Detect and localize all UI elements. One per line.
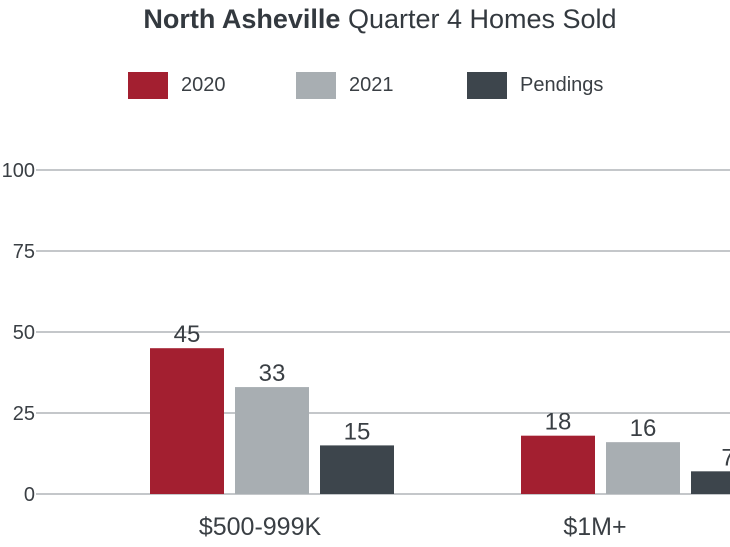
bar bbox=[691, 471, 730, 494]
legend: 2020 2021 Pendings bbox=[0, 72, 730, 100]
y-tick-label: 50 bbox=[13, 322, 35, 344]
data-label: 33 bbox=[259, 360, 286, 387]
data-label: 15 bbox=[344, 418, 371, 445]
legend-label-2020: 2020 bbox=[181, 74, 226, 96]
bar bbox=[235, 387, 309, 494]
legend-swatch-pendings bbox=[467, 72, 507, 99]
legend-item-pendings: Pendings bbox=[467, 72, 603, 99]
legend-label-pendings: Pendings bbox=[520, 74, 604, 96]
chart-title: North Asheville Quarter 4 Homes Sold bbox=[0, 4, 730, 35]
bar bbox=[521, 435, 595, 494]
data-label: 18 bbox=[545, 409, 572, 436]
chart-title-strong: North Asheville bbox=[143, 4, 341, 34]
y-tick-label: 0 bbox=[24, 484, 35, 506]
y-tick-label: 25 bbox=[13, 403, 35, 425]
legend-item-2021: 2021 bbox=[296, 72, 394, 99]
legend-label-2021: 2021 bbox=[349, 74, 394, 96]
legend-swatch-2021 bbox=[296, 72, 336, 99]
chart-title-rest: Quarter 4 Homes Sold bbox=[340, 4, 617, 34]
y-tick-label: 75 bbox=[13, 241, 35, 263]
data-label: 45 bbox=[174, 321, 201, 348]
y-tick-label: 100 bbox=[2, 160, 35, 182]
bar bbox=[320, 445, 394, 494]
x-tick-label: $1M+ bbox=[563, 513, 626, 541]
bar bbox=[606, 442, 680, 494]
data-label: 16 bbox=[630, 415, 657, 442]
bar bbox=[150, 348, 224, 494]
legend-item-2020: 2020 bbox=[128, 72, 226, 99]
legend-swatch-2020 bbox=[128, 72, 168, 99]
x-tick-label: $500-999K bbox=[199, 513, 322, 541]
data-label: 7 bbox=[721, 444, 730, 471]
